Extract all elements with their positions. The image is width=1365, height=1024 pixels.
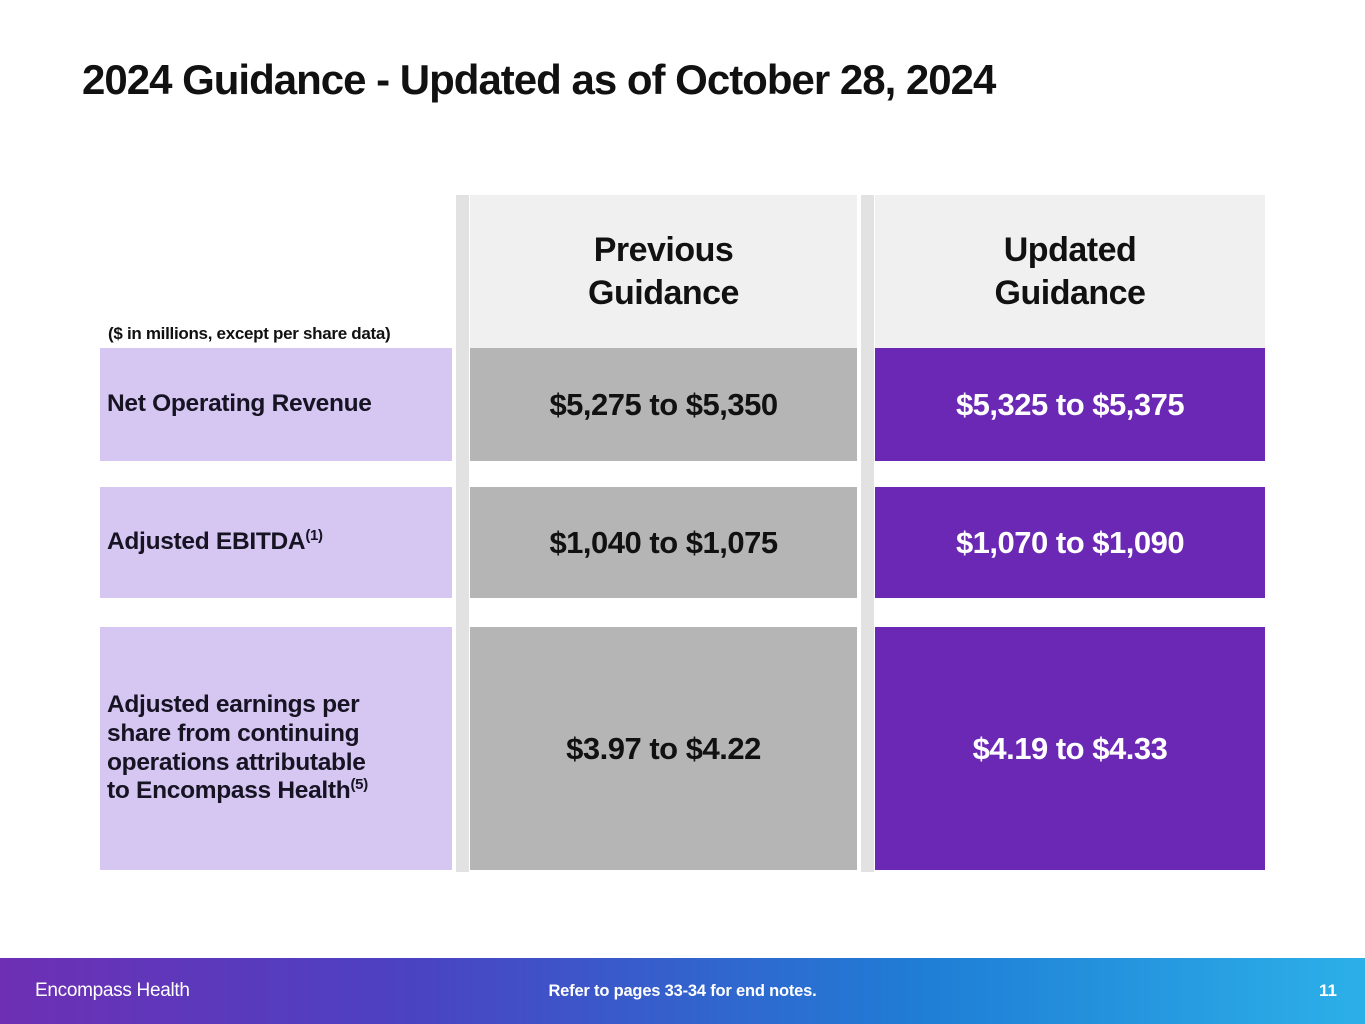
cell-previous-adjusted-eps: $3.97 to $4.22 [470, 627, 857, 870]
cell-value: $5,275 to $5,350 [549, 386, 778, 422]
footer-company-name: Encompass Health [35, 980, 190, 1001]
row-label-text: Adjusted earnings per share from continu… [107, 691, 368, 807]
cell-value: $5,325 to $5,375 [955, 386, 1185, 422]
page-number: 11 [1319, 981, 1337, 1000]
cell-value: $3.97 to $4.22 [566, 730, 761, 766]
units-note: ($ in millions, except per share data) [108, 324, 391, 343]
column-header-label: Previous Guidance [588, 231, 739, 312]
page-title: 2024 Guidance - Updated as of October 28… [82, 56, 996, 103]
row-label-main: Adjusted EBITDA [107, 528, 306, 556]
footer-bar: Encompass Health Refer to pages 33-34 fo… [0, 958, 1365, 1024]
cell-updated-adjusted-eps: $4.19 to $4.33 [875, 627, 1265, 870]
cell-value: $1,070 to $1,090 [955, 524, 1185, 560]
column-header-label: Updated Guidance [994, 231, 1146, 312]
row-label-adjusted-eps: Adjusted earnings per share from continu… [100, 627, 452, 870]
row-label-net-operating-revenue: Net Operating Revenue [100, 348, 452, 461]
row-label-text: Net Operating Revenue [107, 390, 372, 419]
cell-value: $1,040 to $1,075 [549, 524, 778, 560]
row-label-text: Adjusted EBITDA(1) [107, 528, 323, 557]
footer-endnotes-reference: Refer to pages 33-34 for end notes. [548, 981, 817, 1000]
footnote-superscript: (1) [305, 527, 323, 545]
table-left-divider [456, 195, 469, 872]
cell-value: $4.19 to $4.33 [972, 730, 1168, 766]
row-label-adjusted-ebitda: Adjusted EBITDA(1) [100, 487, 452, 598]
row-label-main: Net Operating Revenue [107, 390, 372, 418]
cell-previous-net-operating-revenue: $5,275 to $5,350 [470, 348, 857, 461]
column-header-previous-guidance: Previous Guidance [470, 195, 857, 348]
footnote-superscript: (5) [350, 776, 368, 794]
cell-previous-adjusted-ebitda: $1,040 to $1,075 [470, 487, 857, 598]
cell-updated-adjusted-ebitda: $1,070 to $1,090 [875, 487, 1265, 598]
column-header-updated-guidance: Updated Guidance [875, 195, 1265, 348]
table-middle-divider [861, 195, 874, 872]
row-label-main: Adjusted earnings per share from continu… [107, 690, 366, 805]
cell-updated-net-operating-revenue: $5,325 to $5,375 [875, 348, 1265, 461]
